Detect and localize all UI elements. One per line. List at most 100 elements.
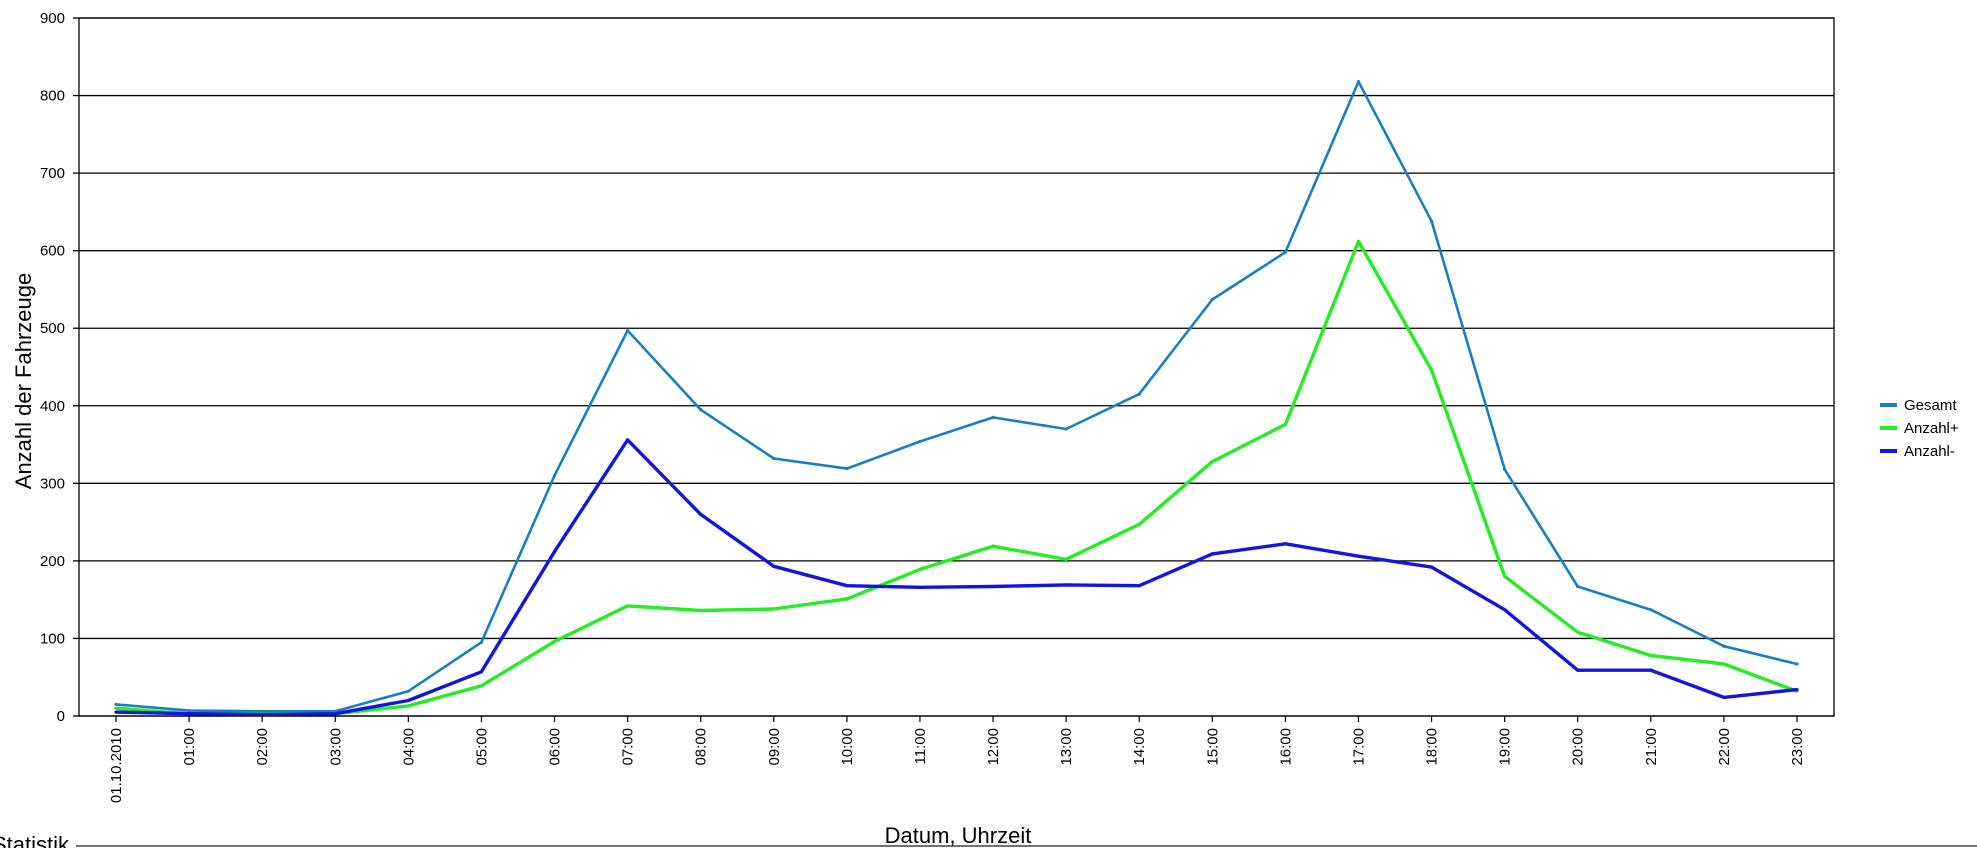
data-point [1795,662,1799,666]
data-point [1356,79,1361,84]
data-point [1429,368,1434,372]
data-point [1429,219,1434,223]
x-tick-label: 21:00 [1643,728,1660,766]
y-tick-label: 200 [40,553,65,570]
data-point [1283,422,1287,426]
x-tick-label: 12:00 [985,728,1002,766]
x-tick-label: 10:00 [839,728,856,766]
data-point [114,702,118,706]
x-axis-ticks: 01.10.2010 01:00 02:00 03:00 04:00 05:00 06:00… [108,716,1806,803]
data-point [1137,522,1141,527]
data-point [114,710,118,714]
data-point [1210,552,1214,556]
y-tick-label: 500 [40,320,65,337]
data-point [1503,467,1507,471]
data-point [845,584,849,588]
x-tick-label: 23:00 [1789,728,1806,766]
data-point [406,704,410,708]
x-tick-label: 05:00 [473,728,490,766]
data-point [845,466,849,471]
data-point [1795,688,1799,692]
data-point [1356,239,1361,243]
data-point [772,456,776,461]
data-point [918,585,922,589]
x-tick-label: 13:00 [1058,728,1075,766]
x-tick-label: 11:00 [912,728,929,764]
x-tick-label: 03:00 [327,728,344,766]
data-point [772,564,776,568]
legend-label: Anzahl+ [1904,420,1959,437]
x-axis-title: Datum, Uhrzeit [885,823,1032,848]
y-tick-label: 400 [40,398,65,415]
footer-label: Statistik [0,832,70,848]
data-point [552,473,557,478]
x-tick-label: 01.10.2010 [108,728,125,803]
data-point [1210,297,1214,302]
y-tick-label: 0 [57,708,65,725]
data-point [1576,584,1580,589]
series-line-1 [115,80,1798,713]
data-point [1649,653,1653,658]
data-point [187,712,191,716]
data-point [479,670,484,674]
data-point [626,328,630,333]
data-point [772,607,776,611]
data-point [552,639,557,644]
data-point [626,438,630,442]
y-tick-label: 100 [40,630,65,647]
x-tick-label: 02:00 [254,728,271,766]
data-point [1356,554,1361,558]
series-line-2 [115,239,1798,716]
data-point [845,597,849,601]
data-point [1576,668,1580,672]
x-tick-label: 20:00 [1570,728,1587,766]
data-point [699,608,703,613]
series-lines [114,79,1799,717]
y-tick-label: 300 [40,475,65,492]
data-point [991,584,995,589]
data-point [1649,668,1653,672]
y-tick-label: 800 [40,88,65,105]
data-point [1649,608,1653,612]
data-point [552,549,557,554]
x-tick-label: 07:00 [620,728,637,766]
data-point [1283,250,1287,254]
data-point [1429,565,1434,569]
x-tick-label: 18:00 [1424,728,1441,766]
data-point [406,698,410,703]
data-point [918,567,922,572]
data-point [1210,460,1214,464]
x-tick-label: 14:00 [1131,728,1148,766]
x-tick-label: 08:00 [693,728,710,766]
x-tick-label: 09:00 [766,728,783,766]
legend-label: Anzahl- [1904,443,1955,460]
data-point [1722,695,1726,699]
data-point [1503,608,1507,612]
data-point [1064,557,1068,561]
y-tick-label: 600 [40,243,65,260]
data-point [699,512,703,516]
data-point [479,684,484,688]
data-point [479,640,484,644]
data-point [1283,542,1287,546]
data-point [260,712,264,717]
data-point [626,604,630,608]
y-tick-label: 700 [40,165,65,182]
legend: Gesamt Anzahl+ Anzahl- [1880,397,1959,460]
data-point [991,544,995,548]
data-point [1722,662,1726,666]
grid [78,17,1835,717]
y-axis-ticks: 0 100 200 300 400 500 600 700 800 900 [40,10,79,725]
data-point [1137,584,1141,588]
data-point [1137,392,1141,396]
data-point [406,689,410,693]
data-point [991,415,995,420]
plot-frame [78,17,1835,717]
x-tick-label: 01:00 [181,728,198,766]
y-axis-title: Anzahl der Fahrzeuge [11,273,36,489]
data-point [918,439,922,444]
x-tick-label: 16:00 [1277,728,1294,766]
x-tick-label: 17:00 [1350,728,1367,766]
y-tick-label: 900 [40,10,65,27]
